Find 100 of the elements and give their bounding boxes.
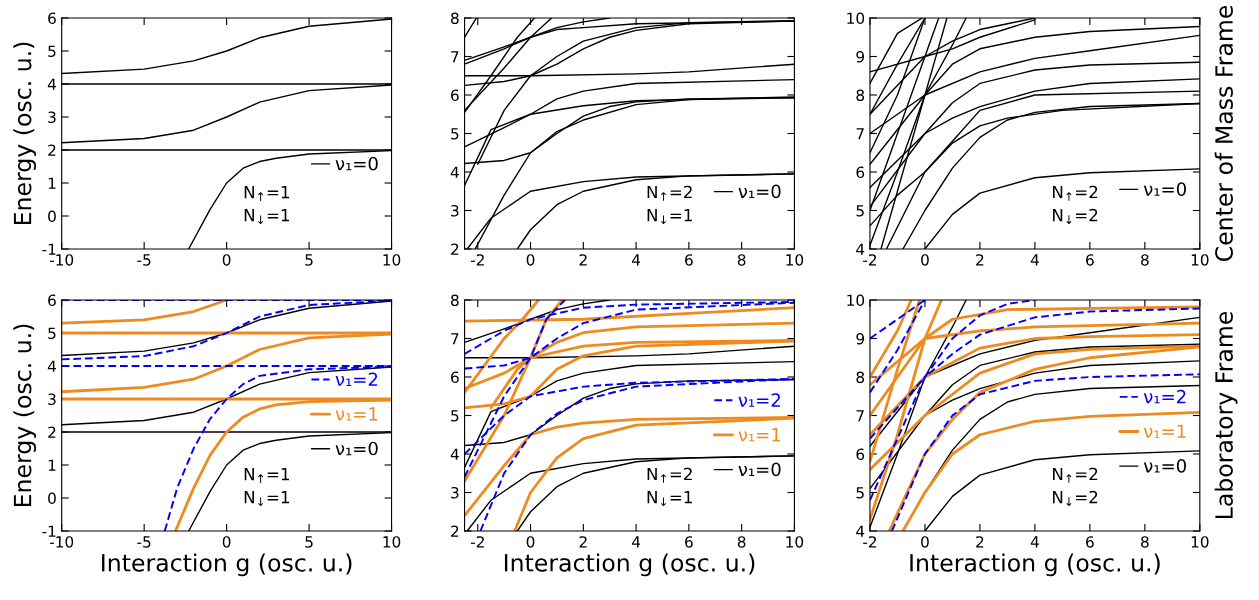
x-tick-label: -10 — [49, 254, 74, 266]
y2-axis-title: Center of Mass Frame — [1214, 5, 1233, 262]
y-tick-label: 9 — [856, 332, 865, 345]
annotation: N$_{↓}$=1 — [647, 209, 692, 225]
x-tick-label: -2 — [863, 254, 877, 266]
legend-label: ν₁=2 — [1143, 389, 1186, 404]
y-tick-label: 2 — [48, 426, 56, 438]
x-tick-label: 10 — [383, 254, 401, 266]
x-tick-label: 0 — [921, 536, 929, 548]
annotation: N$_{↑}$=2 — [647, 185, 692, 201]
y-tick-label: 5 — [48, 327, 56, 340]
y-tick-label: 8 — [451, 294, 459, 307]
legend-label: ν₁=0 — [738, 184, 781, 199]
legend-label: ν₁=0 — [738, 462, 781, 477]
x-tick-label: 8 — [1141, 536, 1149, 548]
y-tick-label: 5 — [856, 487, 864, 499]
y-tick-label: 6 — [856, 448, 865, 461]
y-tick-label: 2 — [451, 243, 459, 255]
legend-label: ν₁=1 — [335, 407, 378, 421]
annotation: N$_{↓}$=1 — [244, 491, 289, 507]
annotation: N$_{↑}$=2 — [1053, 185, 1098, 201]
x-tick-label: 4 — [631, 254, 641, 266]
y-tick-label: 4 — [47, 360, 56, 372]
legend-label: ν₁=2 — [335, 372, 378, 386]
x-tick-label: 8 — [737, 254, 746, 266]
y-tick-label: 8 — [451, 12, 459, 25]
y-tick-label: -1 — [42, 525, 56, 537]
x-tick-label: -5 — [137, 536, 151, 548]
y-tick-label: 6 — [451, 371, 459, 384]
x-tick-label: 5 — [305, 254, 313, 266]
y-tick-label: 2 — [451, 525, 459, 537]
legend-label: ν₁=0 — [1143, 459, 1186, 473]
y-tick-label: 4 — [450, 448, 459, 460]
annotation: N$_{↑}$=2 — [647, 467, 692, 483]
x-tick-label: 2 — [976, 536, 984, 548]
y-tick-label: 6 — [451, 89, 459, 102]
y-tick-label: 4 — [450, 166, 459, 178]
y-tick-label: 7 — [451, 333, 459, 345]
x-tick-label: 4 — [631, 536, 641, 548]
x-axis-title: Interaction g (osc. u.) — [102, 553, 352, 577]
legend-label: ν₁=0 — [335, 156, 378, 171]
annotation: N$_{↑}$=2 — [1053, 467, 1098, 483]
legend-label: ν₁=0 — [335, 441, 378, 456]
y-axis-title: Energy (osc. u.) — [13, 324, 37, 507]
x-axis-title: Interaction g (osc. u.) — [504, 553, 755, 577]
x-tick-label: 0 — [222, 254, 231, 266]
y-tick-label: 3 — [451, 204, 459, 217]
x-axis-title: Interaction g (osc. u.) — [910, 553, 1160, 577]
x-tick-label: 4 — [1030, 254, 1039, 266]
y-tick-label: 5 — [856, 205, 864, 217]
x-tick-label: 0 — [921, 254, 929, 266]
legend-label: ν₁=0 — [1143, 182, 1186, 196]
x-tick-label: -2 — [470, 254, 484, 266]
x-tick-label: 5 — [305, 536, 313, 548]
y2-axis-title: Laboratory Frame — [1214, 311, 1238, 519]
x-tick-label: 10 — [786, 254, 804, 266]
y-tick-label: 5 — [451, 410, 459, 422]
x-tick-label: 8 — [1141, 254, 1149, 266]
y-tick-label: 4 — [47, 78, 56, 90]
x-tick-label: 0 — [222, 536, 231, 548]
y-axis-title: Energy (osc. u.) — [13, 42, 37, 225]
y-tick-label: 1 — [48, 177, 56, 189]
x-tick-label: 10 — [1191, 254, 1209, 266]
x-tick-label: 10 — [383, 536, 401, 548]
x-tick-label: -2 — [863, 536, 877, 548]
x-tick-label: 2 — [579, 536, 587, 548]
x-tick-label: -2 — [470, 536, 484, 548]
annotation: N$_{↓}$=1 — [647, 491, 692, 507]
y-tick-label: 1 — [48, 459, 56, 471]
x-tick-label: 2 — [976, 254, 984, 266]
y-tick-label: 6 — [48, 12, 56, 25]
y-tick-label: -1 — [42, 243, 56, 255]
y-tick-label: 5 — [48, 45, 56, 58]
x-tick-label: 8 — [737, 536, 746, 548]
annotation: N$_{↓}$=2 — [1053, 208, 1098, 224]
y-tick-label: 8 — [856, 89, 865, 102]
y-tick-label: 6 — [48, 294, 56, 307]
y-tick-label: 3 — [451, 486, 459, 499]
x-tick-label: 4 — [1030, 536, 1039, 548]
y-tick-label: 4 — [856, 243, 865, 255]
y-tick-label: 7 — [451, 51, 459, 63]
legend-label: ν₁=2 — [738, 393, 780, 407]
y-tick-label: 4 — [856, 525, 865, 537]
y-tick-label: 3 — [48, 111, 56, 124]
y-tick-label: 5 — [451, 128, 459, 140]
x-tick-label: 6 — [1086, 536, 1094, 548]
x-tick-label: 0 — [526, 536, 535, 548]
annotation: N$_{↓}$=1 — [244, 209, 289, 225]
y-tick-label: 7 — [856, 128, 864, 140]
annotation: N$_{↓}$=2 — [1053, 490, 1098, 506]
y-tick-label: 6 — [856, 166, 865, 179]
x-tick-label: 0 — [526, 254, 535, 266]
y-tick-label: 8 — [856, 371, 865, 384]
y-tick-label: 7 — [856, 410, 864, 422]
x-tick-label: -10 — [49, 536, 74, 548]
y-tick-label: 3 — [48, 393, 56, 406]
annotation: N$_{↑}$=1 — [244, 185, 289, 201]
legend-label: ν₁=1 — [738, 428, 781, 442]
y-tick-label: 0 — [48, 492, 56, 505]
x-tick-label: 6 — [685, 536, 693, 548]
